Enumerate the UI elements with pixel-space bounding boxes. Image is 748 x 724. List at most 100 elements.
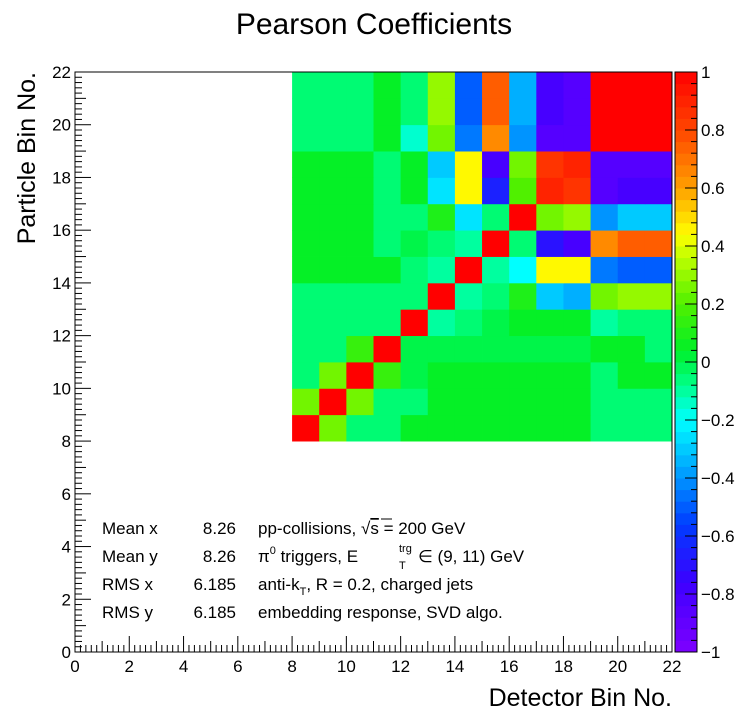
heatmap-cell	[319, 203, 347, 231]
heatmap-cell	[563, 177, 591, 205]
heatmap-cell	[346, 151, 374, 178]
heatmap-cell	[427, 282, 456, 310]
y-tick-label: 10	[52, 379, 71, 398]
heatmap-cell	[319, 335, 347, 363]
heatmap-cell	[644, 203, 673, 231]
colorbar-segment	[675, 106, 697, 119]
heatmap-cell	[454, 362, 483, 389]
colorbar-segment	[675, 594, 697, 607]
heatmap-cell	[644, 362, 673, 389]
colorbar-ticks: 1 0.8 0.6 0.4 0.2 0 −0.2 −0.4 −0.6 −0.8 −1	[685, 63, 735, 662]
stat-label-rms-y: RMS y	[102, 603, 154, 622]
x-axis: 0 2 4 6 8 10 12 14 16 18 20 22	[70, 636, 681, 676]
heatmap-cell	[454, 414, 483, 442]
heatmap-cell	[644, 335, 673, 363]
colorbar-segment	[675, 489, 697, 502]
heatmap-cell	[590, 282, 619, 310]
heatmap-cell	[373, 414, 402, 442]
heatmap-cell	[427, 335, 456, 363]
heatmap-cell	[482, 230, 510, 257]
heatmap-cell	[400, 282, 429, 310]
heatmap-cell	[617, 414, 646, 442]
colorbar-segment	[675, 292, 697, 305]
heatmap-cell	[319, 151, 347, 178]
heatmap-cell	[617, 72, 646, 99]
stat-value-mean-y: 8.26	[203, 547, 236, 566]
heatmap-cell	[346, 388, 374, 416]
annotation-collisions: pp-collisions, √s = 200 GeV	[258, 519, 466, 538]
colorbar-segment	[675, 176, 697, 189]
heatmap-cell	[644, 98, 673, 126]
heatmap-cell	[563, 72, 591, 99]
heatmap-cell	[509, 309, 537, 337]
heatmap-cell	[644, 177, 673, 205]
stats-box: Mean x 8.26 Mean y 8.26 RMS x 6.185 RMS …	[102, 519, 236, 622]
heatmap-cell	[536, 124, 564, 152]
heatmap-cell	[346, 335, 374, 363]
heatmap-cell	[590, 388, 619, 416]
heatmap-cell	[590, 203, 619, 231]
heatmap-cell	[563, 309, 591, 337]
heatmap-cell	[400, 414, 429, 442]
heatmap-cell	[373, 230, 402, 257]
heatmap-cell	[509, 177, 537, 205]
heatmap-cell	[644, 256, 673, 284]
heatmap-cell	[454, 72, 483, 99]
heatmap-cell	[427, 151, 456, 178]
x-tick-label: 12	[391, 657, 410, 676]
x-tick-label: 8	[287, 657, 296, 676]
heatmap-cell	[346, 282, 374, 310]
heatmap-cell	[454, 124, 483, 152]
heatmap-cell	[617, 230, 646, 257]
heatmap-cell	[590, 177, 619, 205]
heatmap-cell	[400, 151, 429, 178]
heatmap-cell	[482, 203, 510, 231]
heatmap-cell	[482, 98, 510, 126]
heatmap-cell	[346, 72, 374, 99]
colorbar-segment	[675, 153, 697, 166]
heatmap-cell	[400, 256, 429, 284]
colorbar-segment	[675, 512, 697, 525]
colorbar-segment	[675, 269, 697, 282]
heatmap-cell	[319, 256, 347, 284]
heatmap-cell	[346, 414, 374, 442]
heatmap-cell	[373, 124, 402, 152]
heatmap-cell	[482, 309, 510, 337]
heatmap-cell	[427, 203, 456, 231]
colorbar-tick-label: −0.6	[701, 527, 735, 546]
heatmap-cell	[454, 309, 483, 337]
heatmap-cell	[482, 256, 510, 284]
heatmap-cell	[590, 230, 619, 257]
heatmap-cell	[644, 282, 673, 310]
y-tick-label: 12	[52, 327, 71, 346]
heatmap-cell	[454, 203, 483, 231]
colorbar-segment	[675, 118, 697, 131]
x-tick-label: 20	[608, 657, 627, 676]
heatmap-cell	[617, 256, 646, 284]
heatmap-cell	[427, 230, 456, 257]
colorbar-segment	[675, 338, 697, 351]
heatmap-cell	[373, 177, 402, 205]
heatmap-cell	[346, 124, 374, 152]
heatmap-cell	[400, 230, 429, 257]
heatmap-cell	[563, 388, 591, 416]
heatmap-cell	[563, 124, 591, 152]
heatmap-cell	[292, 282, 320, 310]
heatmap-cell	[482, 151, 510, 178]
x-tick-label: 4	[179, 657, 188, 676]
colorbar-tick-label: 0.4	[701, 237, 725, 256]
y-tick-label: 6	[62, 485, 71, 504]
colorbar-segment	[675, 188, 697, 201]
colorbar-segment	[675, 130, 697, 143]
annotation-algorithm: anti-kT, R = 0.2, charged jets	[258, 575, 473, 598]
heatmap-cell	[292, 177, 320, 205]
heatmap-cell	[373, 98, 402, 126]
heatmap-cell	[427, 177, 456, 205]
colorbar-segment	[675, 570, 697, 583]
heatmap-cell	[617, 124, 646, 152]
x-tick-label: 14	[445, 657, 464, 676]
colorbar-tick-label: −0.2	[701, 411, 735, 430]
heatmap-cell	[292, 362, 320, 389]
heatmap-cell	[509, 388, 537, 416]
